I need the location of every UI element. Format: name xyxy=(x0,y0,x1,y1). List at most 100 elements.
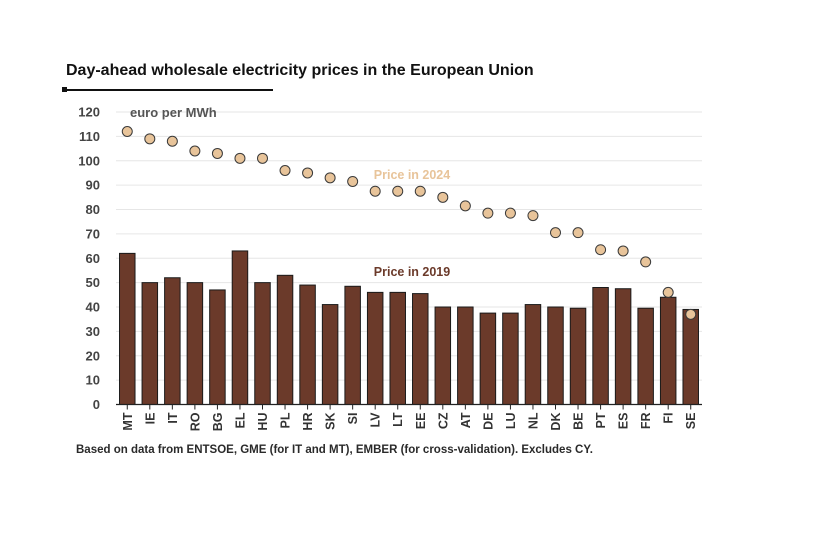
y-tick-label: 20 xyxy=(86,348,100,363)
x-tick-label: CZ xyxy=(436,412,450,429)
point-2024 xyxy=(369,185,381,197)
x-tick-label: PL xyxy=(279,412,293,428)
point-2024 xyxy=(189,145,201,157)
x-tick-label: DK xyxy=(549,413,563,431)
bar-2019 xyxy=(592,287,609,405)
bar-2019 xyxy=(637,307,654,405)
point-2024 xyxy=(482,207,494,219)
bar-2019 xyxy=(299,284,316,405)
point-2024 xyxy=(685,308,697,320)
point-2024 xyxy=(279,165,291,176)
x-tick-label: NL xyxy=(526,412,540,429)
point-2024 xyxy=(504,207,516,219)
bar-2019 xyxy=(614,288,632,405)
x-tick-label: IE xyxy=(143,413,157,425)
source-note: Based on data from ENTSOE, GME (for IT a… xyxy=(76,444,593,456)
point-2024 xyxy=(527,210,539,222)
bars-2019 xyxy=(119,250,699,405)
x-tick-label: ES xyxy=(617,413,631,430)
x-tick-label: IT xyxy=(166,412,180,423)
series-label-2019: Price in 2019 xyxy=(374,265,450,279)
x-tick-label: DE xyxy=(481,413,495,430)
y-axis-ticks: 0 10 20 30 40 50 60 70 80 90 100 110 120 xyxy=(78,105,100,413)
point-2024 xyxy=(595,244,607,256)
bar-2019 xyxy=(682,308,699,405)
point-2024 xyxy=(121,126,133,137)
y-tick-label: 50 xyxy=(86,275,100,290)
bar-2019 xyxy=(276,274,294,405)
series-label-2024: Price in 2024 xyxy=(374,168,450,182)
bar-2019 xyxy=(502,312,519,405)
x-tick-label: EE xyxy=(414,413,428,430)
point-2024 xyxy=(617,245,629,257)
bar-2019 xyxy=(366,291,384,405)
point-2024 xyxy=(257,152,268,164)
x-tick-label: RO xyxy=(188,412,202,431)
x-tick-label: PT xyxy=(594,412,608,428)
x-tick-label: LV xyxy=(369,412,383,428)
y-tick-label: 0 xyxy=(93,397,100,412)
point-2024 xyxy=(234,152,246,164)
bar-2019 xyxy=(119,252,136,405)
x-tick-label: LU xyxy=(504,413,518,430)
title-underline-marker xyxy=(62,87,67,92)
bar-2019 xyxy=(659,296,677,405)
y-tick-label: 90 xyxy=(86,178,100,193)
bar-2019 xyxy=(569,307,587,405)
point-2024 xyxy=(437,191,449,203)
point-2024 xyxy=(550,227,561,239)
bar-2019 xyxy=(209,289,226,405)
bar-2019 xyxy=(524,304,542,405)
point-2024 xyxy=(324,172,336,184)
point-2024 xyxy=(662,286,674,298)
y-tick-label: 110 xyxy=(79,129,100,144)
y-tick-label: 30 xyxy=(86,324,100,339)
x-tick-label: SI xyxy=(346,413,360,425)
point-2024 xyxy=(166,135,178,147)
points-2024 xyxy=(121,126,697,320)
point-2024 xyxy=(414,185,426,197)
bar-2019 xyxy=(479,312,497,405)
x-tick-label: AT xyxy=(459,412,473,428)
x-tick-label: HR xyxy=(301,413,315,431)
x-tick-label: SK xyxy=(324,413,338,430)
bar-2019 xyxy=(457,306,474,405)
bar-2019 xyxy=(547,306,564,405)
x-tick-label: FI xyxy=(662,413,676,424)
point-2024 xyxy=(640,256,652,268)
bar-2019 xyxy=(254,282,271,405)
point-2024 xyxy=(392,185,404,197)
y-tick-label: 80 xyxy=(86,202,100,217)
y-tick-label: 70 xyxy=(86,226,100,241)
y-tick-label: 10 xyxy=(86,373,100,388)
bar-2019 xyxy=(434,306,452,405)
y-axis-label: euro per MWh xyxy=(130,105,217,120)
y-tick-label: 100 xyxy=(78,153,100,168)
chart-title: Day-ahead wholesale electricity prices i… xyxy=(66,62,534,79)
y-tick-label: 60 xyxy=(86,251,100,266)
bar-2019 xyxy=(344,285,361,405)
title-underline xyxy=(64,89,273,91)
bar-2019 xyxy=(141,282,159,405)
bar-2019 xyxy=(231,250,249,405)
y-tick-label: 120 xyxy=(78,105,100,120)
x-axis-ticks: MT IE IT RO BG EL HU PL HR SK SI LV LT EE CZ AT DE LU NL DK… xyxy=(121,404,698,431)
bar-2019 xyxy=(389,291,406,405)
x-tick-label: LT xyxy=(391,412,405,427)
x-tick-label: HU xyxy=(256,413,270,431)
point-2024 xyxy=(144,133,156,145)
gridlines xyxy=(116,111,702,381)
point-2024 xyxy=(347,175,359,187)
point-2024 xyxy=(459,200,471,212)
y-tick-label: 40 xyxy=(86,300,100,315)
bar-2019 xyxy=(186,282,204,405)
point-2024 xyxy=(211,147,223,159)
x-tick-label: SE xyxy=(684,413,698,430)
point-2024 xyxy=(572,227,584,239)
bar-2019 xyxy=(164,277,181,405)
x-tick-label: EL xyxy=(233,412,247,428)
x-tick-label: MT xyxy=(121,412,135,430)
bar-2019 xyxy=(321,304,339,405)
bar-2019 xyxy=(412,293,429,405)
